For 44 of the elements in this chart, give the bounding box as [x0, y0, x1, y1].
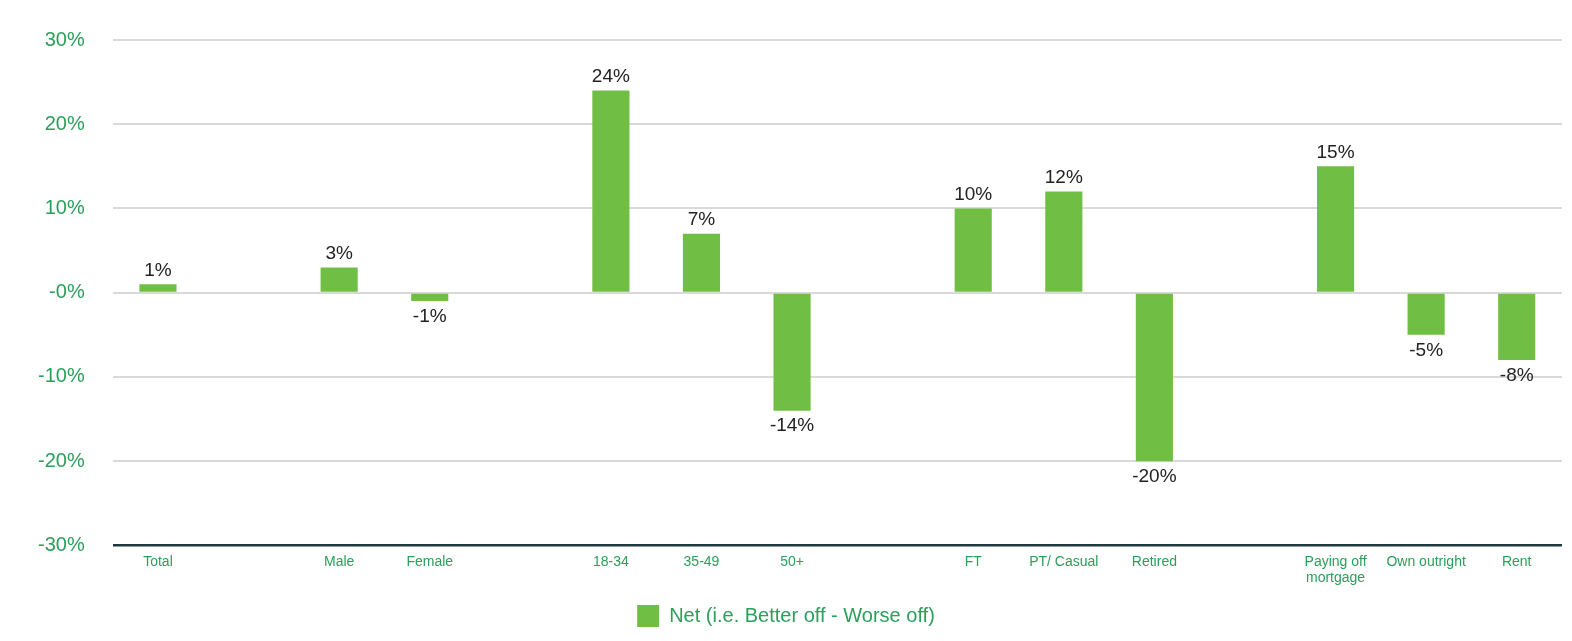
data-label: -8%: [1499, 363, 1534, 385]
x-tick-label: Retired: [1131, 552, 1177, 569]
bar: [592, 90, 630, 292]
bar: [1135, 293, 1173, 462]
x-tick-label: Paying off mortgage: [1304, 552, 1367, 586]
x-tick-label: Own outright: [1386, 552, 1466, 569]
x-tick-label: 35-49: [683, 552, 720, 569]
bar: [1407, 293, 1445, 335]
data-label: -14%: [769, 414, 815, 436]
x-tick-label: Rent: [1501, 552, 1532, 569]
y-tick-label: -10%: [37, 364, 85, 387]
bar: [320, 267, 358, 292]
bar: [139, 284, 177, 292]
data-label: 3%: [325, 242, 353, 264]
bar: [1045, 191, 1083, 292]
y-tick-label: 20%: [44, 111, 85, 134]
data-label: 7%: [687, 208, 716, 230]
data-label: 24%: [591, 65, 631, 87]
data-label: -5%: [1409, 338, 1444, 360]
y-tick-label: 30%: [44, 27, 85, 50]
x-tick-label: PT/ Casual: [1029, 552, 1099, 569]
data-label: -1%: [412, 304, 447, 326]
data-label: 1%: [144, 259, 172, 281]
data-label: 12%: [1044, 166, 1083, 188]
legend-label: Net (i.e. Better off - Worse off): [669, 603, 935, 626]
bar: [1498, 293, 1536, 361]
y-tick-label: -30%: [37, 532, 85, 555]
data-label: -20%: [1132, 464, 1177, 486]
x-tick-label: 18-34: [592, 552, 629, 569]
y-tick-label: -20%: [37, 448, 85, 471]
bar: [954, 208, 992, 292]
x-tick-label: Female: [406, 552, 454, 569]
data-label: 10%: [954, 183, 993, 205]
bar: [411, 293, 449, 302]
bar: [773, 293, 811, 411]
x-tick-label: 50+: [780, 552, 804, 569]
x-tick-label: Male: [323, 552, 355, 569]
x-tick-label: Total: [143, 552, 173, 569]
bar: [682, 233, 721, 292]
x-tick-label: FT: [964, 552, 983, 569]
data-label: 15%: [1316, 141, 1355, 163]
y-tick-label: 10%: [44, 195, 85, 218]
bar: [1316, 166, 1355, 292]
y-tick-label: -0%: [49, 280, 85, 303]
